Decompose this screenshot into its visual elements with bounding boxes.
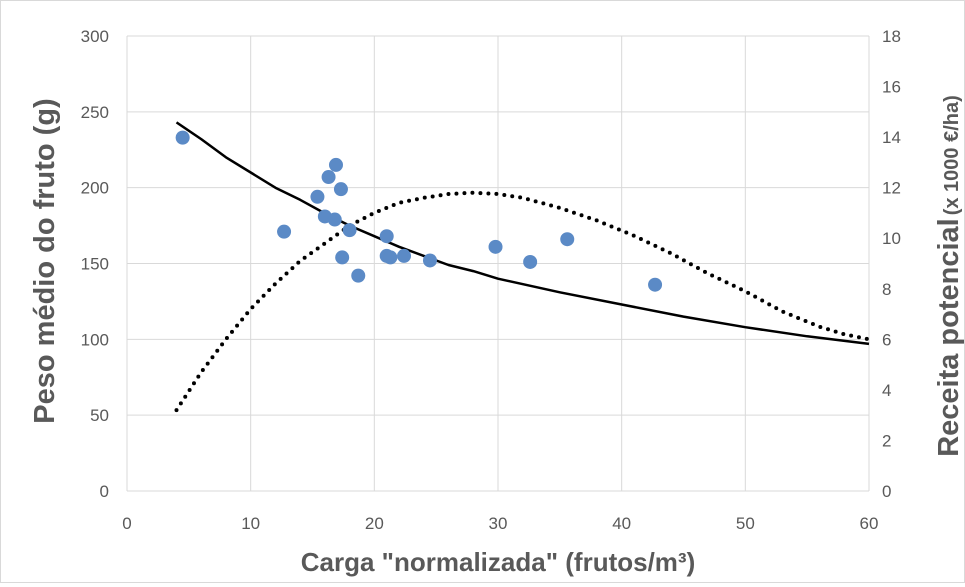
scatter-point (488, 239, 503, 254)
scatter-point (560, 232, 575, 247)
x-tick-label: 30 (489, 514, 508, 533)
x-tick-label: 50 (736, 514, 755, 533)
gridlines (126, 35, 870, 492)
y-right-tick-label: 8 (882, 280, 891, 299)
y-left-tick-label: 200 (81, 179, 109, 198)
y-right-tick-label: 16 (882, 78, 901, 97)
x-tick-label: 60 (860, 514, 879, 533)
y-axis-right-title-main: Receita potencial (933, 218, 964, 457)
y-left-tick-label: 300 (81, 27, 109, 46)
y-left-tick-label: 150 (81, 255, 109, 274)
scatter-point (383, 250, 398, 265)
x-tick-label: 40 (612, 514, 631, 533)
x-tick-label: 10 (241, 514, 260, 533)
y-left-tick-label: 250 (81, 103, 109, 122)
y-right-tick-label: 4 (882, 381, 891, 400)
scatter-point (523, 254, 538, 269)
y-right-tick-label: 2 (882, 431, 891, 450)
data-layer (174, 121, 871, 413)
dotted-revenue-line (174, 190, 871, 413)
x-tick-label: 0 (122, 514, 131, 533)
x-axis-title: Carga "normalizada" (frutos/m³) (301, 547, 695, 577)
scatter-point (379, 229, 394, 244)
scatter-point (342, 223, 357, 238)
y-right-tick-label: 6 (882, 330, 891, 349)
scatter-point (351, 268, 366, 283)
scatter-point (328, 157, 343, 172)
y-axis-left-title: Peso médio do fruto (g) (29, 98, 61, 423)
y-right-tick-label: 18 (882, 27, 901, 46)
y-axis-right-title: Receita potencial (x 1000 €/ha) (933, 95, 964, 457)
scatter-point (321, 170, 336, 185)
scatter-point (422, 253, 437, 268)
x-tick-label: 20 (365, 514, 384, 533)
scatter-point (277, 224, 292, 239)
scatter-point (310, 189, 325, 204)
scatter-point (327, 212, 342, 227)
scatter-point (335, 250, 350, 265)
y-right-tick-label: 10 (882, 229, 901, 248)
y-left-tick-label: 50 (90, 406, 109, 425)
scatter-point (333, 182, 348, 197)
y-right-tick-label: 0 (882, 482, 891, 501)
solid-weight-line (175, 121, 870, 346)
y-right-tick-label: 12 (882, 179, 901, 198)
y-right-tick-label: 14 (882, 128, 901, 147)
y-left-tick-label: 100 (81, 330, 109, 349)
y-axis-right-title-unit: (x 1000 €/ha) (941, 95, 963, 215)
y-left-tick-label: 0 (100, 482, 109, 501)
scatter-point (648, 277, 663, 292)
scatter-point (397, 248, 412, 263)
scatter-point (175, 130, 190, 145)
